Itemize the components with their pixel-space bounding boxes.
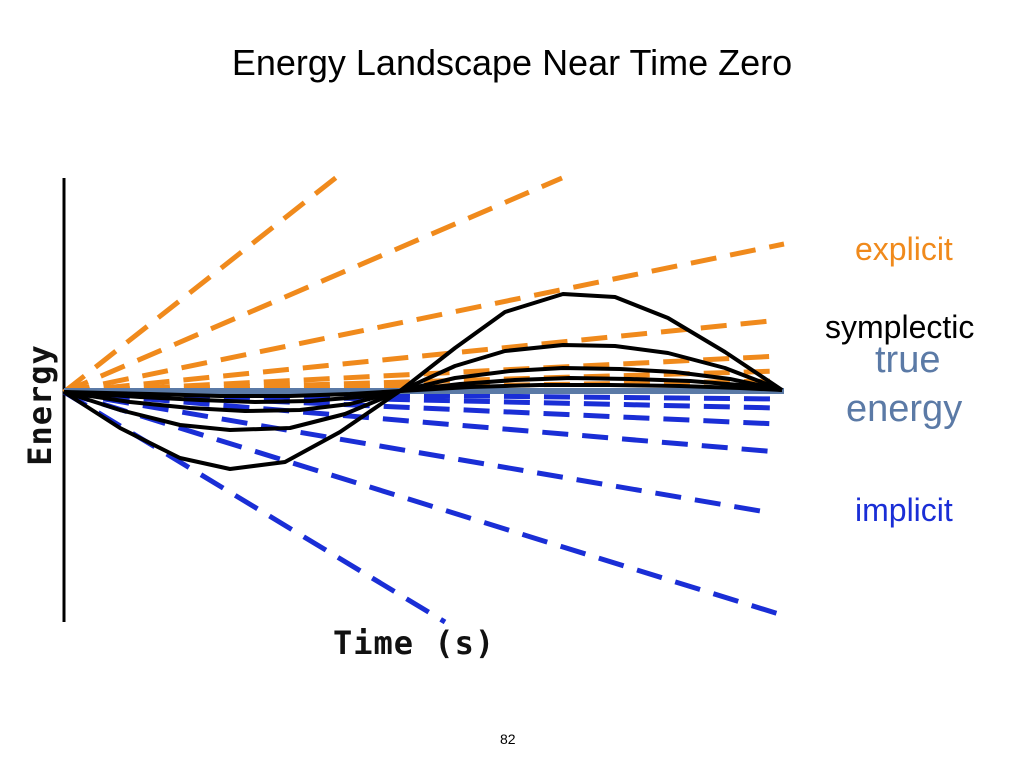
- explicit-line-1: [62, 174, 340, 394]
- x-axis-label: Time (s): [333, 624, 496, 662]
- implicit-line-1: [62, 389, 447, 625]
- implicit-trajectories: [62, 389, 783, 625]
- explicit-trajectories: [62, 174, 785, 395]
- slide-title: Energy Landscape Near Time Zero: [231, 42, 793, 83]
- explicit-line-2: [63, 175, 563, 395]
- symplectic-trajectories: [62, 292, 784, 471]
- page-number: 82: [500, 731, 516, 747]
- true-energy-label-line2: energy: [846, 388, 963, 430]
- symplectic-curve-3: [63, 366, 783, 413]
- true-energy-label-line1: true: [875, 339, 941, 381]
- y-axis-label: Energy: [21, 344, 59, 466]
- symplectic-curve-1: [62, 292, 784, 471]
- symplectic-curve-5: [63, 383, 783, 398]
- symplectic-curve-2: [63, 343, 783, 432]
- implicit-line-2: [63, 389, 783, 618]
- symplectic-label: symplectic: [825, 309, 975, 345]
- explicit-line-3: [63, 241, 785, 395]
- implicit-label: implicit: [855, 492, 953, 528]
- explicit-label: explicit: [855, 231, 953, 267]
